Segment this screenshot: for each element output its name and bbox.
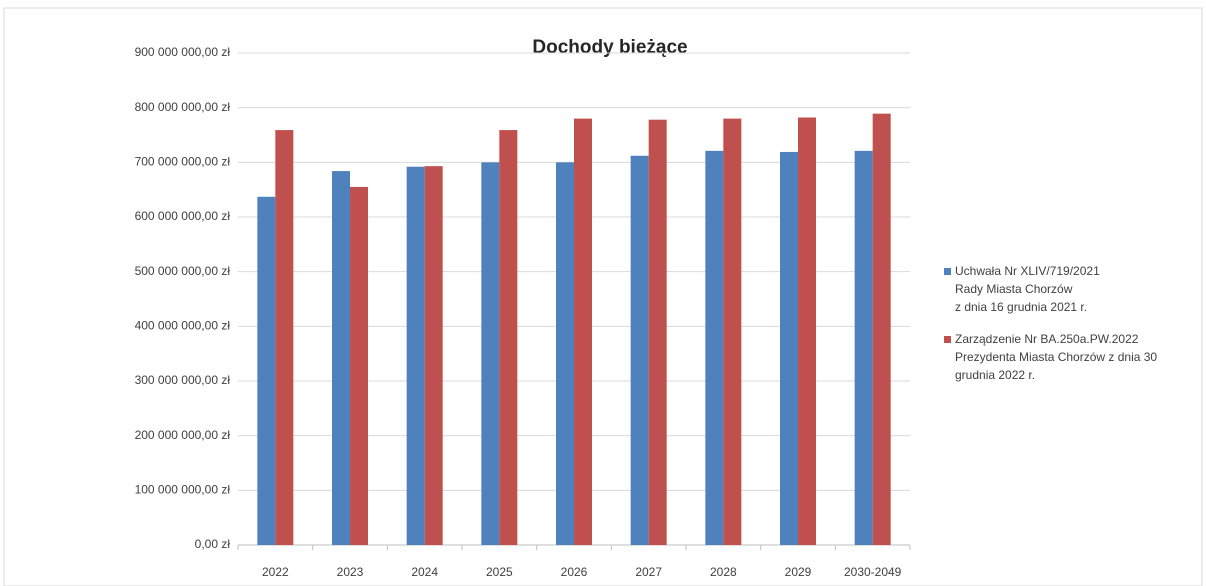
bar: [350, 186, 368, 545]
legend-swatch: [944, 268, 951, 275]
x-tick-label: 2025: [486, 565, 513, 579]
bar: [648, 119, 667, 546]
bar: [630, 155, 649, 546]
bar: [499, 130, 518, 545]
bar: [705, 150, 724, 545]
bar: [275, 130, 294, 545]
x-tick-label: 2029: [785, 565, 812, 579]
bar: [872, 113, 891, 546]
chart-frame: [3, 7, 1203, 586]
y-tick-label: 300 000 000,00 zł: [135, 373, 231, 387]
y-tick-label: 600 000 000,00 zł: [135, 209, 231, 223]
y-tick-label: 800 000 000,00 zł: [135, 100, 231, 114]
y-tick-label: 100 000 000,00 zł: [135, 483, 231, 497]
x-tick-label: 2024: [411, 565, 438, 579]
chart-title: Dochody bieżące: [532, 37, 687, 58]
bar: [424, 166, 443, 545]
bar: [574, 118, 592, 545]
legend-swatch: [944, 336, 951, 343]
legend-item: Uchwała Nr XLIV/719/2021 Rady Miasta Cho…: [944, 262, 1157, 316]
y-tick-label: 400 000 000,00 zł: [135, 319, 231, 333]
x-tick-label: 2022: [262, 565, 289, 579]
legend-item: Zarządzenie Nr BA.250a.PW.2022 Prezydent…: [944, 330, 1157, 384]
bar: [556, 162, 574, 546]
y-tick-label: 700 000 000,00 zł: [135, 155, 231, 169]
bar: [481, 162, 500, 546]
bar: [854, 150, 873, 545]
legend-label: Zarządzenie Nr BA.250a.PW.2022 Prezydent…: [955, 332, 1158, 382]
x-tick-label: 2030-2049: [844, 565, 902, 579]
bar: [798, 117, 816, 546]
x-tick-label: 2026: [561, 565, 588, 579]
x-tick-label: 2023: [337, 565, 364, 579]
bar: [780, 151, 798, 546]
y-tick-label: 0,00 zł: [195, 537, 231, 551]
legend-label: Uchwała Nr XLIV/719/2021 Rady Miasta Cho…: [955, 264, 1100, 314]
legend: Uchwała Nr XLIV/719/2021 Rady Miasta Cho…: [944, 262, 1157, 398]
y-tick-label: 200 000 000,00 zł: [135, 428, 231, 442]
x-tick-label: 2028: [710, 565, 737, 579]
x-tick-label: 2027: [635, 565, 662, 579]
y-tick-label: 900 000 000,00 zł: [135, 45, 231, 59]
bar: [332, 171, 350, 545]
bar: [406, 166, 425, 545]
bar: [257, 196, 276, 546]
y-tick-label: 500 000 000,00 zł: [135, 264, 231, 278]
bar: [723, 118, 742, 545]
